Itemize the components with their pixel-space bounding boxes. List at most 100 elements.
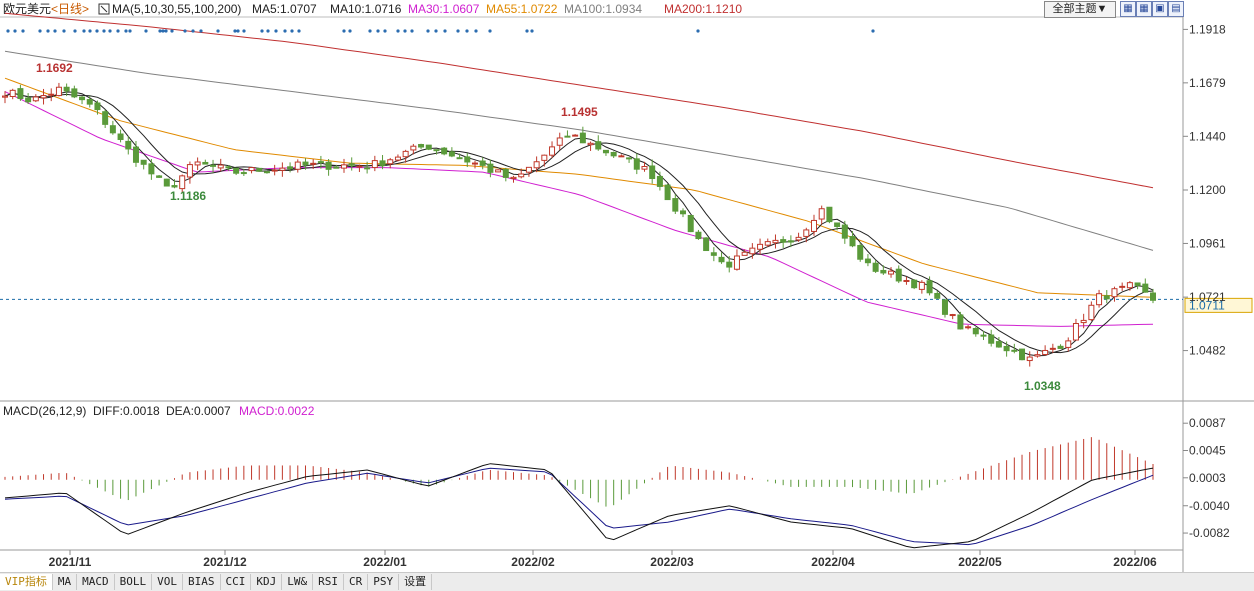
event-marker [426, 29, 430, 33]
indicator-tab[interactable]: 设置 [399, 574, 433, 590]
candle-body [240, 172, 247, 175]
candle-body [795, 236, 802, 241]
candle-body [1026, 356, 1033, 362]
x-tick-label: 2022/01 [363, 555, 407, 569]
window-icon[interactable]: ▣ [1152, 1, 1168, 17]
period-label[interactable]: <日线> [51, 2, 89, 16]
candle-body [857, 245, 864, 260]
indicator-tab[interactable]: PSY [368, 574, 400, 590]
last-price-box [1184, 297, 1253, 313]
candle-body [487, 163, 494, 173]
candle-body [248, 167, 255, 172]
event-marker [199, 29, 203, 33]
candle-body [533, 161, 540, 169]
event-marker [102, 29, 106, 33]
candle-body [810, 219, 817, 232]
indicator-tab[interactable]: KDJ [251, 574, 283, 590]
candle-body [55, 86, 62, 97]
indicator-tab[interactable]: LW& [282, 574, 314, 590]
candle-body [780, 239, 787, 243]
candle-body [980, 334, 987, 337]
candle-body [109, 125, 116, 134]
candle-body [63, 86, 70, 92]
candle-body [464, 156, 471, 163]
price-annotation: 1.1692 [36, 61, 73, 75]
macd-value: MACD:0.0022 [239, 404, 315, 418]
candle-body [649, 165, 656, 180]
event-marker [95, 29, 99, 33]
candle-body [163, 178, 170, 187]
candle-body [541, 154, 548, 161]
candle-body [656, 175, 663, 187]
candle-body [325, 161, 332, 170]
candle-body [772, 239, 779, 244]
window-icon[interactable]: ▤ [1168, 1, 1184, 17]
diff-line [4, 463, 1154, 549]
grid-icon[interactable]: ▦ [1120, 1, 1136, 17]
event-marker [116, 29, 120, 33]
candle-body [1126, 282, 1133, 289]
candle-body [803, 229, 810, 237]
event-marker [396, 29, 400, 33]
candle-body [826, 206, 833, 223]
candle-body [125, 140, 132, 150]
ma55-line [4, 77, 1154, 298]
x-tick-label: 2021/11 [49, 555, 92, 569]
indicator-tab[interactable]: BIAS [183, 574, 221, 590]
candle-body [872, 262, 879, 272]
indicator-tab[interactable]: BOLL [115, 574, 153, 590]
macd-y-tick-label: -0.0040 [1189, 499, 1230, 513]
theme-selector-button[interactable]: 全部主题▼ [1044, 1, 1116, 18]
candle-body [394, 156, 401, 161]
candle-body [1080, 319, 1087, 324]
candle-body [941, 299, 948, 315]
candle-body [726, 261, 733, 268]
candle-body [672, 198, 679, 212]
candle-body [287, 166, 294, 170]
candle-body [1134, 282, 1141, 286]
candle-body [425, 144, 432, 150]
event-marker [21, 29, 25, 33]
settings-icon-mark [100, 5, 108, 13]
x-tick-label: 2022/05 [958, 555, 1002, 569]
candle-body [210, 164, 217, 167]
event-marker [242, 29, 246, 33]
candle-body [610, 151, 617, 157]
candle-body [48, 93, 55, 96]
candle-body [965, 326, 972, 329]
indicator-tab[interactable]: VIP指标 [0, 574, 53, 590]
candle-body [680, 210, 687, 215]
candle-body [71, 88, 78, 98]
indicator-tab[interactable]: MACD [77, 574, 115, 590]
candle-body [40, 95, 47, 99]
ma-legend: MA5:1.0707 MA10:1.0716 MA30:1.0607 MA55:1.0… [252, 2, 742, 16]
event-marker [376, 29, 380, 33]
candle-body [371, 160, 378, 169]
grid-icon[interactable]: ▦ [1136, 1, 1152, 17]
event-marker [456, 29, 460, 33]
candle-body [256, 167, 263, 172]
event-marker [283, 29, 287, 33]
candle-body [410, 145, 417, 151]
candle-body [502, 168, 509, 178]
event-marker [290, 29, 294, 33]
candle-body [741, 251, 748, 256]
candle-body [1011, 349, 1018, 352]
event-marker [13, 29, 17, 33]
event-marker [474, 29, 478, 33]
indicator-tab[interactable]: VOL [152, 574, 183, 590]
indicator-tab[interactable]: RSI [313, 574, 344, 590]
ma-legend-item: MA5:1.0707 [252, 2, 317, 16]
candle-body [86, 99, 93, 105]
indicator-tab[interactable]: CR [344, 574, 369, 590]
candle-body [895, 268, 902, 282]
price-annotation: 1.1495 [561, 105, 598, 119]
symbol-name: 欧元美元 [3, 2, 51, 16]
x-tick-label: 2022/03 [650, 555, 694, 569]
ma100-line [4, 50, 1154, 251]
indicator-tab[interactable]: CCI [221, 574, 252, 590]
event-marker [233, 29, 237, 33]
price-annotations: 1.1692 1.1186 1.1495 1.0348 [36, 61, 1061, 393]
indicator-tab[interactable]: MA [53, 574, 78, 590]
